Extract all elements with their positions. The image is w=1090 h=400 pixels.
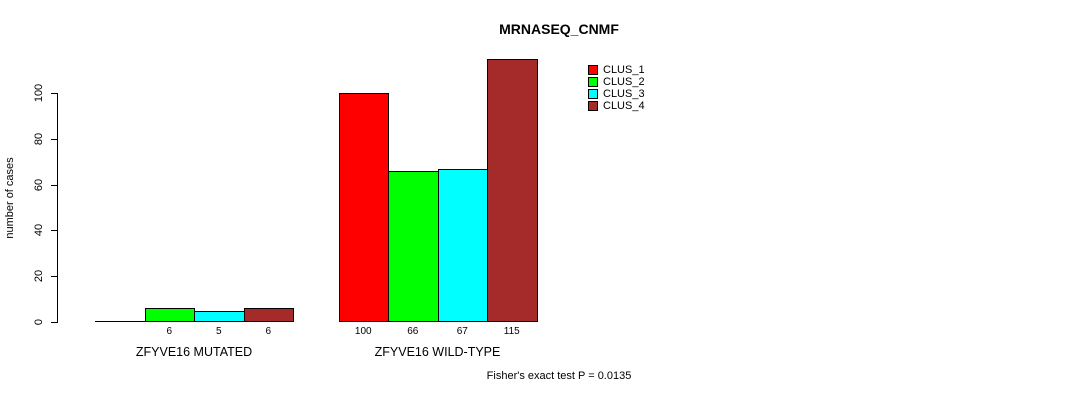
bar-clus_3 <box>194 310 245 322</box>
y-axis-tick-label: 20 <box>33 270 45 283</box>
legend: CLUS_1 CLUS_2 CLUS_3 CLUS_4 <box>588 64 645 112</box>
y-axis-tick-label: 100 <box>33 83 45 103</box>
bar-value-label: 66 <box>407 326 419 337</box>
legend-swatch-clus_3 <box>588 89 598 99</box>
y-axis-tick-label: 40 <box>33 224 45 237</box>
legend-label: CLUS_3 <box>603 88 645 100</box>
legend-swatch-clus_1 <box>588 65 598 75</box>
bar-clus_4 <box>243 308 294 322</box>
annotation-fisher-test: Fisher's exact test P = 0.0135 <box>486 370 632 382</box>
bar-value-label: 100 <box>354 326 372 337</box>
bar-value-label: 115 <box>503 326 520 337</box>
legend-item: CLUS_3 <box>588 88 645 100</box>
y-axis-tick <box>51 138 57 140</box>
group-label: ZFYVE16 MUTATED <box>135 345 253 359</box>
y-axis-tick-label: 0 <box>33 318 45 326</box>
y-axis-tick <box>51 230 57 232</box>
y-axis-tick <box>51 184 57 186</box>
bar-value-label: 67 <box>456 326 468 337</box>
y-axis-tick-label: 60 <box>33 178 45 191</box>
bar-value-label: 6 <box>265 326 272 337</box>
bar-value-label: 5 <box>215 326 222 337</box>
bar-clus_4 <box>487 58 538 322</box>
legend-item: CLUS_2 <box>588 76 645 88</box>
chart-title: MRNASEQ_CNMF <box>499 21 619 37</box>
bar-clus_3 <box>437 168 488 322</box>
group-label: ZFYVE16 WILD-TYPE <box>374 345 501 359</box>
y-axis-tick <box>51 276 57 278</box>
y-axis-label: number of cases <box>4 157 16 239</box>
y-axis-tick-label: 80 <box>33 132 45 145</box>
y-axis-tick <box>51 93 57 94</box>
legend-item: CLUS_4 <box>588 100 645 112</box>
legend-label: CLUS_2 <box>603 76 645 88</box>
bar-value-label: 6 <box>166 326 173 337</box>
bar-clus_1-zero <box>95 321 146 322</box>
y-axis-tick <box>51 322 57 323</box>
bar-clus_2 <box>388 170 439 322</box>
bar-clus_2 <box>144 308 195 322</box>
legend-label: CLUS_1 <box>603 64 645 76</box>
legend-swatch-clus_4 <box>588 101 598 111</box>
legend-item: CLUS_1 <box>588 64 645 76</box>
bar-clus_1 <box>338 93 389 322</box>
legend-swatch-clus_2 <box>588 77 598 87</box>
y-axis-line <box>57 93 58 323</box>
legend-label: CLUS_4 <box>603 100 645 112</box>
